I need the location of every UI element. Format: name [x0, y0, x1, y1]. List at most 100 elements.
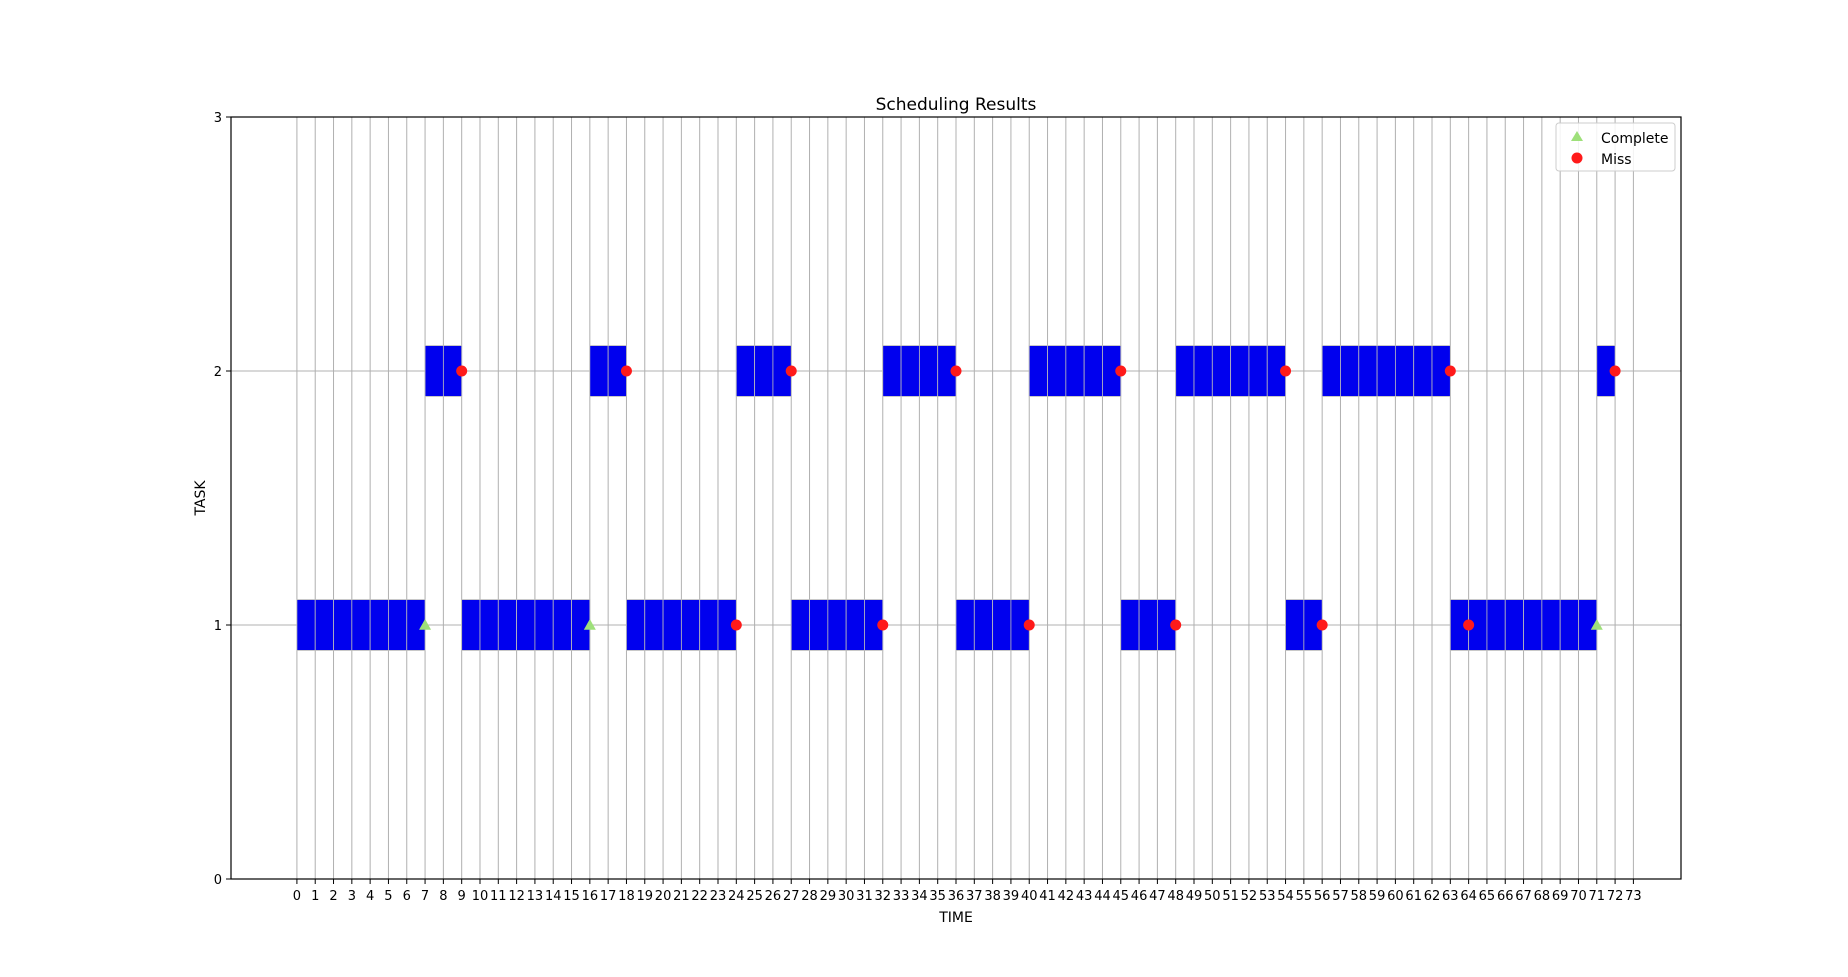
x-tick-label: 13	[527, 889, 544, 904]
y-tick-label: 2	[214, 365, 222, 380]
x-tick-label: 53	[1259, 889, 1276, 904]
task-2-bar-segment	[1028, 345, 1048, 397]
task-1-bar-segment	[662, 599, 682, 651]
miss-marker	[1316, 619, 1328, 631]
task-bars	[296, 345, 1616, 651]
task-1-bar-segment	[973, 599, 994, 651]
legend: Complete Miss	[1555, 122, 1676, 172]
x-tick-label: 20	[655, 889, 672, 904]
task-1-bar-segment	[1138, 599, 1158, 651]
x-tick-label: 69	[1552, 889, 1569, 904]
x-tick-label: 67	[1515, 889, 1532, 904]
task-1-bar-segment	[552, 599, 572, 651]
task-1-bar-segment	[790, 599, 810, 651]
task-1-bar-segment	[461, 599, 481, 651]
x-tick-label: 70	[1570, 889, 1587, 904]
task-1-bar-segment	[534, 599, 554, 651]
task-1-bar-segment	[388, 599, 408, 651]
x-tick-label: 4	[366, 889, 374, 904]
x-tick-label: 31	[856, 889, 873, 904]
x-tick-label: 52	[1241, 889, 1258, 904]
task-1-bar-segment	[845, 599, 865, 651]
grid-lines	[231, 116, 1681, 880]
task-1-bar-segment	[296, 599, 316, 651]
x-tick-label: 22	[691, 889, 708, 904]
x-tick-label: 56	[1314, 889, 1331, 904]
x-tick-label: 51	[1222, 889, 1239, 904]
x-tick-label: 46	[1131, 889, 1148, 904]
x-tick-label: 45	[1112, 889, 1129, 904]
x-tick-label: 6	[403, 889, 411, 904]
task-2-bar-segment	[1358, 345, 1378, 397]
x-tick-label: 16	[582, 889, 599, 904]
miss-marker	[456, 365, 468, 377]
x-tick-label: 61	[1405, 889, 1422, 904]
x-tick-label: 39	[1003, 889, 1020, 904]
task-2-bar-segment	[589, 345, 609, 397]
x-tick-label: 62	[1424, 889, 1441, 904]
x-tick-label: 33	[893, 889, 910, 904]
legend-complete-marker	[1571, 131, 1583, 141]
x-tick-label: 3	[348, 889, 356, 904]
x-tick-label: 27	[783, 889, 800, 904]
x-tick-label: 12	[508, 889, 525, 904]
miss-marker	[1609, 365, 1621, 377]
task-2-bar-segment	[1083, 345, 1103, 397]
x-tick-label: 36	[948, 889, 965, 904]
x-tick-label: 21	[673, 889, 690, 904]
task-2-bar-segment	[1211, 345, 1232, 397]
x-axis-label: TIME	[938, 910, 973, 926]
task-1-bar-segment	[351, 599, 371, 651]
miss-marker	[1444, 365, 1456, 377]
x-tick-label: 41	[1039, 889, 1056, 904]
x-tick-label: 32	[874, 889, 891, 904]
x-tick-label: 17	[600, 889, 617, 904]
x-tick-label: 37	[966, 889, 983, 904]
x-tick-label: 66	[1497, 889, 1514, 904]
miss-marker	[1115, 365, 1127, 377]
miss-marker	[620, 365, 632, 377]
task-1-bar-segment	[1486, 599, 1506, 651]
x-tick-label: 23	[710, 889, 727, 904]
x-tick-label: 68	[1534, 889, 1551, 904]
x-tick-label: 48	[1167, 889, 1184, 904]
x-tick-label: 25	[746, 889, 763, 904]
x-tick-label: 18	[618, 889, 635, 904]
task-2-bar-segment	[1413, 345, 1433, 397]
task-2-bar-segment	[1230, 345, 1250, 397]
complete-marker	[419, 619, 432, 630]
task-1-bar-segment	[626, 599, 646, 651]
x-tick-label: 58	[1351, 889, 1368, 904]
task-2-bar-segment	[735, 345, 756, 397]
task-1-bar-segment	[680, 599, 701, 651]
task-1-bar-segment	[497, 599, 518, 651]
chart-title: Scheduling Results	[876, 95, 1037, 115]
x-tick-label: 5	[384, 889, 392, 904]
y-tick-label: 1	[214, 619, 222, 634]
x-tick-label: 65	[1479, 889, 1496, 904]
task-2-bar-segment	[900, 345, 920, 397]
x-tick-label: 40	[1021, 889, 1038, 904]
task-2-bar-segment	[1321, 345, 1341, 397]
legend-miss-marker	[1571, 152, 1583, 164]
x-tick-label: 50	[1204, 889, 1221, 904]
task-1-bar-segment	[314, 599, 334, 651]
x-tick-label: 38	[984, 889, 1001, 904]
y-tick-label: 3	[214, 111, 222, 126]
task-1-bar-segment	[1523, 599, 1543, 651]
x-tick-label: 71	[1589, 889, 1606, 904]
x-tick-label: 49	[1186, 889, 1203, 904]
x-tick-label: 11	[490, 889, 507, 904]
task-1-bar-segment	[699, 599, 719, 651]
x-tick-label: 9	[458, 889, 466, 904]
task-1-bar-segment	[1541, 599, 1561, 651]
x-tick-label: 60	[1387, 889, 1404, 904]
x-tick-label: 2	[329, 889, 337, 904]
miss-marker	[1280, 365, 1292, 377]
legend-miss-label: Miss	[1601, 152, 1632, 168]
task-2-bar-segment	[918, 345, 939, 397]
y-tick-label: 0	[214, 873, 222, 888]
task-1-bar-segment	[827, 599, 847, 651]
